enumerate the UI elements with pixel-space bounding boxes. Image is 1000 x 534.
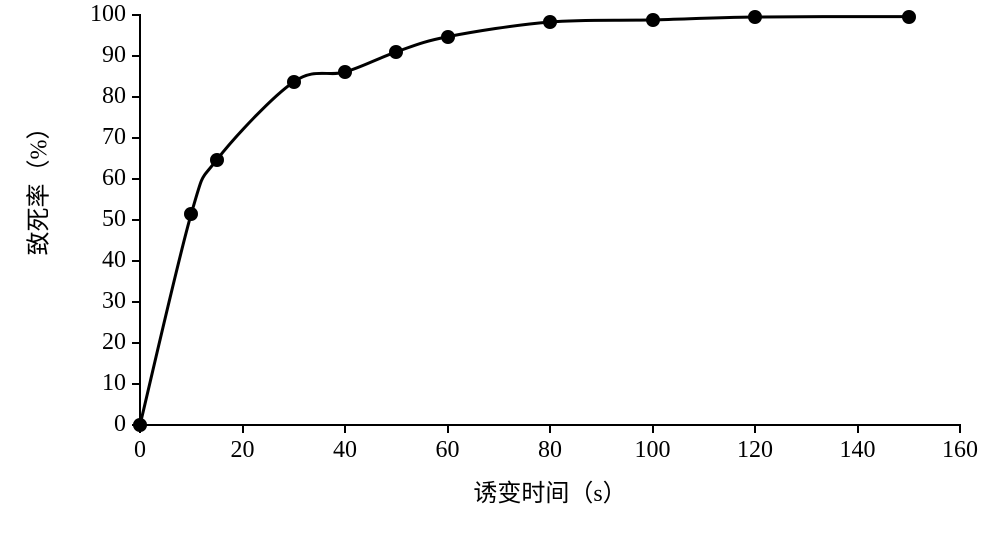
y-tick-label: 40 [76, 247, 126, 274]
y-tick-label: 20 [76, 329, 126, 356]
x-tick [857, 425, 859, 433]
data-point [748, 10, 762, 24]
chart-container: 致死率（%） 诱变时间（s） 0 20 40 60 80 100 120 140 160 0 10 2… [0, 0, 1000, 534]
data-point [389, 45, 403, 59]
data-point [338, 65, 352, 79]
data-point [184, 207, 198, 221]
y-tick [132, 424, 140, 426]
x-tick-label: 0 [110, 437, 170, 464]
y-tick-label: 0 [76, 411, 126, 438]
data-point [287, 75, 301, 89]
y-tick-label: 30 [76, 288, 126, 315]
y-tick-label: 10 [76, 370, 126, 397]
y-tick [132, 55, 140, 57]
y-tick [132, 14, 140, 16]
x-tick-label: 100 [623, 437, 683, 464]
x-tick [139, 425, 141, 433]
y-tick [132, 260, 140, 262]
data-point [210, 153, 224, 167]
data-curve [140, 15, 960, 425]
x-tick [242, 425, 244, 433]
x-tick-label: 20 [213, 437, 273, 464]
y-tick [132, 342, 140, 344]
x-tick-label: 120 [725, 437, 785, 464]
plot-area [140, 15, 960, 425]
x-tick-label: 160 [930, 437, 990, 464]
x-tick [344, 425, 346, 433]
y-tick [132, 301, 140, 303]
y-tick [132, 178, 140, 180]
y-tick-label: 90 [76, 42, 126, 69]
data-point [646, 13, 660, 27]
x-axis-label: 诱变时间（s） [450, 473, 650, 508]
x-tick [754, 425, 756, 433]
y-tick [132, 96, 140, 98]
x-tick [652, 425, 654, 433]
y-axis-label: 致死率（%） [19, 196, 54, 256]
y-tick-label: 80 [76, 83, 126, 110]
x-tick [447, 425, 449, 433]
y-tick [132, 219, 140, 221]
x-tick [549, 425, 551, 433]
y-tick-label: 70 [76, 124, 126, 151]
y-tick-label: 50 [76, 206, 126, 233]
y-tick [132, 137, 140, 139]
data-point [543, 15, 557, 29]
x-tick-label: 80 [520, 437, 580, 464]
y-tick-label: 100 [76, 1, 126, 28]
data-line [140, 17, 909, 425]
x-tick-label: 140 [828, 437, 888, 464]
x-tick-label: 40 [315, 437, 375, 464]
data-point [902, 10, 916, 24]
y-tick-label: 60 [76, 165, 126, 192]
x-tick [959, 425, 961, 433]
x-tick-label: 60 [418, 437, 478, 464]
data-point [441, 30, 455, 44]
y-tick [132, 383, 140, 385]
